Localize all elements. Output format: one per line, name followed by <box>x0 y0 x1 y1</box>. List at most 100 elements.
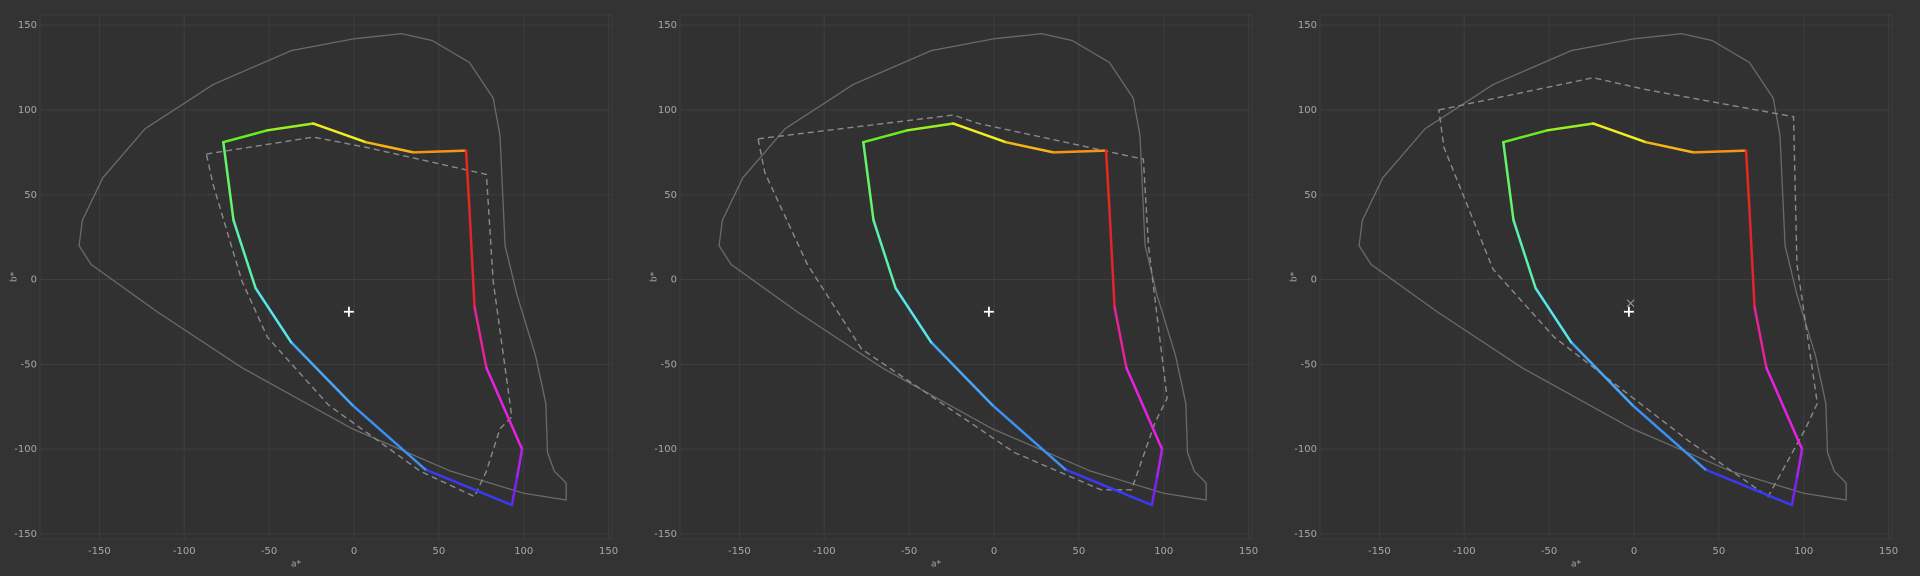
gamut-boundary-segment <box>1512 218 1537 290</box>
y-tick-label: 0 <box>1311 275 1317 286</box>
y-tick-label: -50 <box>21 359 37 370</box>
y-tick-label: -100 <box>1294 444 1317 455</box>
x-tick-label: -100 <box>1453 546 1476 557</box>
x-tick-label: 100 <box>514 546 533 557</box>
gamut-boundary-segment <box>906 122 955 132</box>
x-tick-label: 0 <box>1631 546 1637 557</box>
gamut-boundary-segment <box>1644 140 1695 154</box>
plot-area <box>679 14 1253 540</box>
gamut-boundary-segment <box>1534 286 1573 344</box>
x-tick-label: 150 <box>1879 546 1898 557</box>
gamut-boundary-segment <box>1502 129 1549 144</box>
gamut-boundary-segment <box>1155 447 1164 480</box>
gamut-boundary-segment <box>254 286 293 344</box>
gamut-boundary-segment <box>1744 149 1751 210</box>
gamut-boundary-segment <box>862 129 909 144</box>
x-tick-label: -50 <box>901 546 917 557</box>
gamut-boundary-segment <box>1765 366 1804 451</box>
y-tick-label: -50 <box>1301 359 1317 370</box>
gamut-boundary-segment <box>232 218 257 290</box>
gamut-boundary-segment <box>222 140 235 222</box>
gamut-boundary-segment <box>1790 476 1799 507</box>
gamut-boundary-segment <box>1064 468 1154 507</box>
x-tick-label: -50 <box>261 546 277 557</box>
gamut-boundary-segment <box>289 341 354 407</box>
gamut-boundary-segment <box>1753 305 1768 369</box>
reference-gamut <box>205 136 513 498</box>
x-tick-label: 0 <box>351 546 357 557</box>
gamut-boundary-segment <box>1631 403 1707 471</box>
gamut-boundary-segment <box>266 122 315 132</box>
x-tick-label: 150 <box>599 546 618 557</box>
gamut-boundary-segment <box>1125 366 1164 451</box>
y-axis-label: b* <box>10 271 20 282</box>
x-tick-label: -100 <box>813 546 836 557</box>
x-tick-label: 0 <box>991 546 997 557</box>
gamut-boundary-segment <box>1795 447 1804 480</box>
y-tick-label: 100 <box>18 105 37 116</box>
y-tick-label: 50 <box>1304 190 1317 201</box>
x-tick-label: 50 <box>433 546 446 557</box>
marker <box>1626 299 1635 308</box>
reference-gamut <box>1438 77 1819 498</box>
plot-area <box>39 14 613 540</box>
gamut-boundary-segment <box>1592 122 1648 144</box>
gamut-boundary-segment <box>1108 207 1116 308</box>
y-tick-label: 100 <box>658 105 677 116</box>
y-tick-label: 50 <box>664 190 677 201</box>
y-tick-label: 150 <box>658 20 677 31</box>
white-point <box>1623 306 1634 317</box>
x-axis-label: a* <box>291 560 302 570</box>
white-point <box>343 306 354 317</box>
gamut-boundary-segment <box>952 122 1008 144</box>
gamut-boundary-segment <box>364 140 415 154</box>
gamut-boundary-segment <box>862 140 875 222</box>
y-axis-label: b* <box>1290 271 1300 282</box>
gamut-boundary-segment <box>351 403 427 471</box>
gamut-boundary-segment <box>1113 305 1128 369</box>
gamut-boundary-segment <box>510 476 519 507</box>
x-axis-label: a* <box>931 560 942 570</box>
gamut-boundary-segment <box>1104 149 1111 210</box>
y-tick-label: 0 <box>671 275 677 286</box>
y-tick-label: -150 <box>654 529 677 540</box>
x-tick-label: -150 <box>728 546 751 557</box>
y-tick-label: 50 <box>24 190 37 201</box>
x-tick-label: -100 <box>173 546 196 557</box>
gamut-boundary-segment <box>1004 140 1055 154</box>
gamut-boundary-segment <box>991 403 1067 471</box>
spectral-locus <box>718 32 1207 501</box>
gamut-boundary-segment <box>473 305 488 369</box>
white-point <box>983 306 994 317</box>
gamut-boundary-segment <box>222 129 269 144</box>
x-axis-label: a* <box>1571 560 1582 570</box>
x-tick-label: 50 <box>1073 546 1086 557</box>
gamut-boundary-segment <box>412 149 468 154</box>
x-tick-label: 50 <box>1713 546 1726 557</box>
gamut-boundary-segment <box>1150 476 1159 507</box>
gamut-boundary-segment <box>485 366 524 451</box>
y-tick-label: 150 <box>18 20 37 31</box>
y-axis-label: b* <box>650 271 660 282</box>
gamut-boundary-segment <box>312 122 368 144</box>
gamut-boundary-segment <box>1692 149 1748 154</box>
gamut-boundary-segment <box>1569 341 1634 407</box>
x-tick-label: -50 <box>1541 546 1557 557</box>
gamut-boundary-segment <box>1704 468 1794 507</box>
y-tick-label: 150 <box>1298 20 1317 31</box>
reference-gamut <box>757 114 1168 491</box>
y-tick-label: -50 <box>661 359 677 370</box>
y-tick-label: -150 <box>1294 529 1317 540</box>
x-tick-label: -150 <box>1368 546 1391 557</box>
spectral-locus <box>1358 32 1847 501</box>
x-tick-label: 100 <box>1154 546 1173 557</box>
y-tick-label: 0 <box>31 275 37 286</box>
x-tick-label: 150 <box>1239 546 1258 557</box>
gamut-boundary-segment <box>929 341 994 407</box>
y-tick-label: -100 <box>654 444 677 455</box>
gamut-boundary-segment <box>1052 149 1108 154</box>
gamut-boundary-segment <box>1502 140 1515 222</box>
y-tick-label: -150 <box>14 529 37 540</box>
spectral-locus <box>78 32 567 501</box>
x-tick-label: 100 <box>1794 546 1813 557</box>
